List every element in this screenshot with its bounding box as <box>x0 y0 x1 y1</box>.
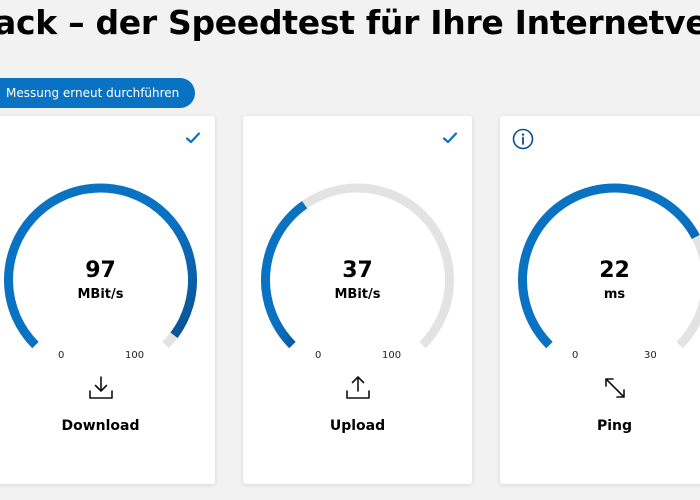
upload-gauge-fill <box>261 201 308 349</box>
upload-gauge <box>261 183 454 349</box>
ping-unit: ms <box>603 287 626 302</box>
ping-scale-max: 30 <box>644 350 657 361</box>
upload-scale-min: 0 <box>315 350 322 361</box>
upload-unit: MBit/s <box>334 287 381 302</box>
ping-value: 22 <box>599 258 630 283</box>
upload-icon <box>346 376 370 399</box>
download-icon <box>89 376 113 399</box>
rerun-measurement-button[interactable]: Messung erneut durchführen <box>0 78 195 108</box>
ping-gauge-fill <box>518 183 700 349</box>
download-label: Download <box>61 418 140 434</box>
download-gauge <box>4 183 197 349</box>
download-scale-min: 0 <box>58 350 65 361</box>
upload-value: 37 <box>342 258 373 283</box>
ping-card: 22 ms 0 30 Ping <box>500 116 700 484</box>
page-title: ack – der Speedtest für Ihre Internetver… <box>0 3 700 42</box>
ping-label: Ping <box>596 418 633 434</box>
download-gauge-fill <box>4 183 197 349</box>
info-icon[interactable] <box>512 128 534 150</box>
ping-scale-min: 0 <box>572 350 579 361</box>
check-icon <box>442 132 458 144</box>
upload-card: 37 MBit/s 0 100 Upload <box>243 116 472 484</box>
ping-icon <box>605 378 625 398</box>
upload-label: Upload <box>329 418 386 434</box>
upload-scale-max: 100 <box>382 350 402 361</box>
download-value: 97 <box>85 258 116 283</box>
ping-gauge <box>518 183 700 349</box>
download-scale-max: 100 <box>125 350 145 361</box>
download-card: 97 MBit/s 0 100 Download <box>0 116 215 484</box>
download-unit: MBit/s <box>77 287 124 302</box>
check-icon <box>185 132 201 144</box>
